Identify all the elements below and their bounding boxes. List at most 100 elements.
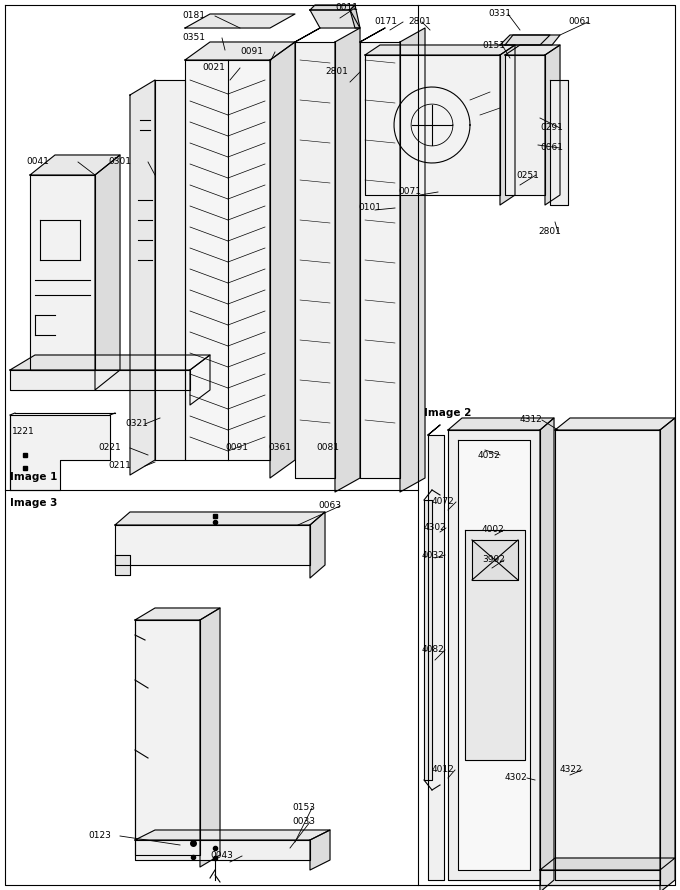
- Polygon shape: [555, 418, 675, 430]
- Polygon shape: [545, 45, 560, 205]
- Text: 4302: 4302: [505, 773, 528, 782]
- Polygon shape: [185, 60, 270, 460]
- Text: Image 3: Image 3: [10, 498, 57, 508]
- Polygon shape: [200, 608, 220, 867]
- Text: 3992: 3992: [482, 555, 505, 564]
- Polygon shape: [555, 430, 660, 880]
- Text: 0301: 0301: [108, 158, 131, 166]
- Text: Image 2: Image 2: [424, 408, 471, 418]
- Polygon shape: [135, 840, 310, 860]
- Polygon shape: [540, 870, 660, 885]
- Text: 0331: 0331: [488, 10, 511, 19]
- Polygon shape: [540, 858, 675, 870]
- Polygon shape: [428, 425, 440, 435]
- Text: 4052: 4052: [478, 450, 500, 459]
- Polygon shape: [505, 35, 560, 45]
- Polygon shape: [472, 540, 518, 580]
- Text: 0211: 0211: [108, 462, 131, 471]
- Polygon shape: [428, 435, 444, 880]
- Polygon shape: [115, 555, 130, 575]
- Polygon shape: [135, 830, 330, 840]
- Polygon shape: [10, 370, 190, 390]
- Text: 0153: 0153: [292, 804, 315, 813]
- Polygon shape: [95, 155, 120, 390]
- Text: 0021: 0021: [202, 63, 225, 72]
- Polygon shape: [424, 500, 432, 780]
- Text: 0071: 0071: [398, 188, 421, 197]
- Text: 4012: 4012: [432, 765, 455, 774]
- Polygon shape: [130, 80, 155, 475]
- Polygon shape: [185, 42, 295, 60]
- Polygon shape: [350, 5, 360, 28]
- Polygon shape: [310, 5, 355, 10]
- Text: 0043: 0043: [210, 852, 233, 861]
- Text: 0033: 0033: [292, 818, 315, 827]
- Text: 0351: 0351: [182, 34, 205, 43]
- Text: 4002: 4002: [482, 525, 505, 535]
- Text: 0041: 0041: [26, 158, 49, 166]
- Polygon shape: [310, 512, 325, 578]
- Text: 0321: 0321: [125, 419, 148, 428]
- Polygon shape: [458, 440, 530, 870]
- Polygon shape: [270, 42, 295, 478]
- Text: 0291: 0291: [540, 124, 563, 133]
- Text: 4032: 4032: [422, 551, 445, 560]
- Polygon shape: [10, 355, 210, 370]
- Text: 1221: 1221: [12, 427, 35, 436]
- Polygon shape: [295, 42, 335, 478]
- Polygon shape: [155, 80, 185, 460]
- Polygon shape: [10, 415, 110, 490]
- Text: 2801: 2801: [325, 68, 348, 77]
- Polygon shape: [115, 512, 325, 525]
- Text: Image 1: Image 1: [10, 472, 57, 482]
- Polygon shape: [540, 418, 554, 890]
- Text: 4072: 4072: [432, 498, 455, 506]
- Polygon shape: [400, 28, 425, 492]
- Text: 4082: 4082: [422, 645, 445, 654]
- Polygon shape: [30, 155, 120, 175]
- Text: 0061: 0061: [540, 143, 563, 152]
- Text: 0181: 0181: [182, 12, 205, 20]
- Polygon shape: [190, 355, 210, 405]
- Text: 4322: 4322: [560, 765, 583, 774]
- Polygon shape: [365, 45, 515, 55]
- Polygon shape: [295, 28, 320, 42]
- Polygon shape: [550, 80, 568, 205]
- Polygon shape: [500, 35, 550, 45]
- Polygon shape: [310, 830, 330, 870]
- Text: 4312: 4312: [520, 416, 543, 425]
- Text: 4302: 4302: [424, 523, 447, 532]
- Text: 0091: 0091: [225, 443, 248, 452]
- Polygon shape: [360, 42, 400, 478]
- Text: 0221: 0221: [98, 443, 121, 452]
- Polygon shape: [30, 175, 95, 370]
- Text: 2801: 2801: [538, 228, 561, 237]
- Polygon shape: [310, 10, 360, 28]
- Polygon shape: [448, 430, 540, 880]
- Polygon shape: [360, 28, 385, 42]
- Text: 0081: 0081: [316, 443, 339, 452]
- Polygon shape: [5, 5, 675, 885]
- Text: 0151: 0151: [482, 41, 505, 50]
- Polygon shape: [465, 530, 525, 760]
- Polygon shape: [335, 28, 360, 492]
- Text: 0251: 0251: [516, 171, 539, 180]
- Text: 0361: 0361: [268, 443, 291, 452]
- Text: 0061: 0061: [568, 18, 591, 27]
- Text: 0101: 0101: [358, 204, 381, 213]
- Text: 0123: 0123: [88, 831, 111, 840]
- Polygon shape: [135, 608, 220, 620]
- Polygon shape: [135, 620, 200, 855]
- Polygon shape: [365, 55, 500, 195]
- Polygon shape: [505, 55, 545, 195]
- Text: 0063: 0063: [318, 501, 341, 511]
- Polygon shape: [505, 45, 560, 55]
- Text: 2801: 2801: [408, 18, 431, 27]
- Text: 0011: 0011: [335, 4, 358, 12]
- Polygon shape: [500, 45, 515, 205]
- Polygon shape: [115, 525, 310, 565]
- Polygon shape: [448, 418, 554, 430]
- Polygon shape: [660, 418, 675, 890]
- Text: 0091: 0091: [240, 47, 263, 56]
- Polygon shape: [185, 14, 295, 28]
